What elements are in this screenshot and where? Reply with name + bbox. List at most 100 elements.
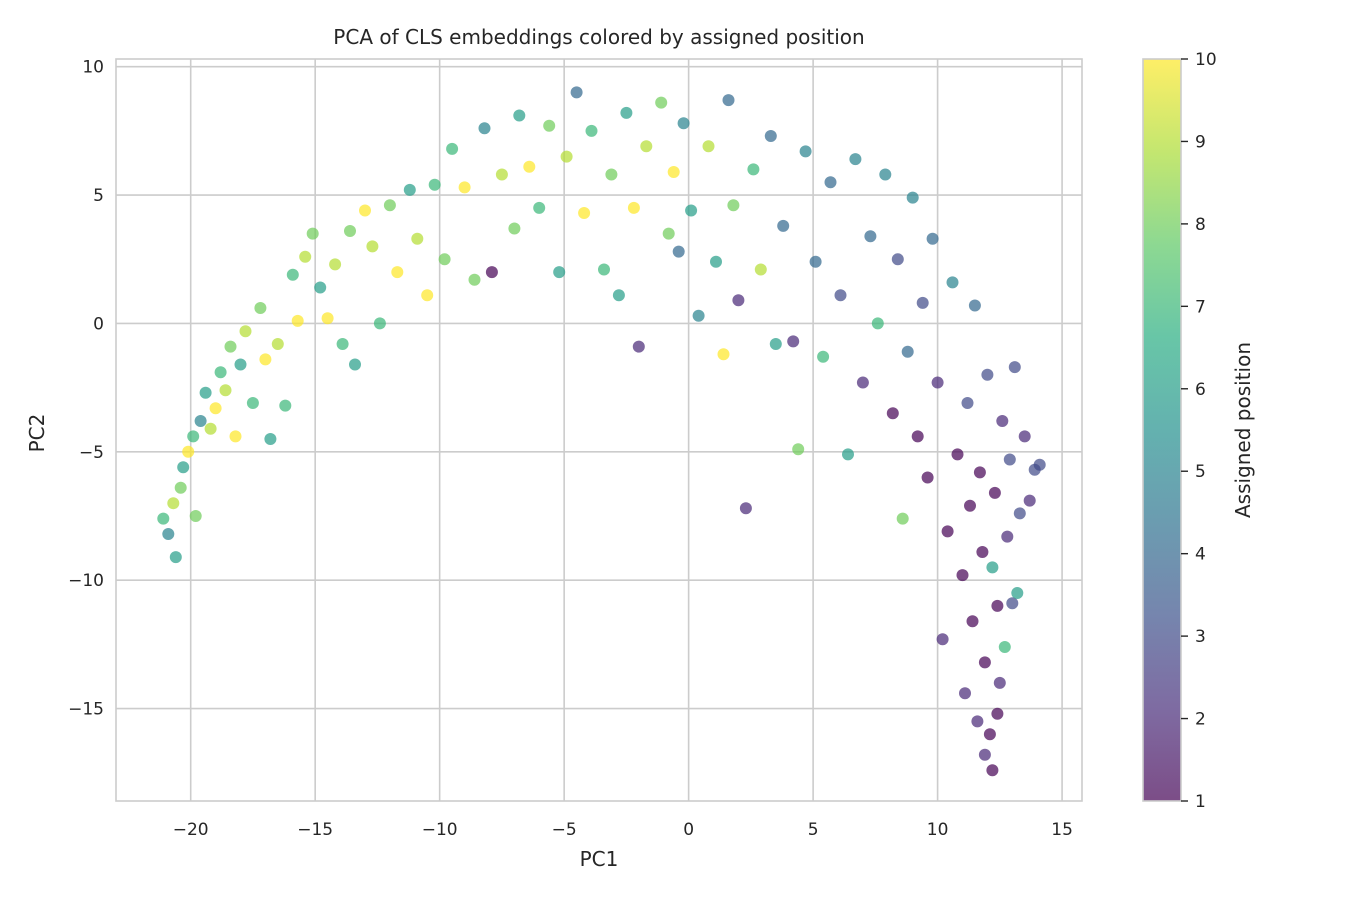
scatter-point — [959, 687, 971, 700]
scatter-point — [986, 764, 999, 777]
scatter-point — [951, 448, 964, 461]
scatter-point — [458, 181, 471, 194]
x-tick-label: 5 — [808, 820, 819, 840]
colorbar-tick-label: 3 — [1195, 627, 1206, 647]
scatter-point — [570, 86, 583, 99]
scatter-point — [194, 415, 207, 427]
scatter-point — [732, 294, 745, 307]
x-tick-label: −10 — [422, 820, 458, 840]
scatter-point — [271, 338, 284, 350]
scatter-point — [169, 551, 182, 564]
scatter-point — [981, 368, 994, 381]
scatter-point — [931, 376, 944, 389]
scatter-point — [306, 227, 319, 240]
x-tick-label: −20 — [173, 820, 209, 840]
scatter-point — [754, 263, 767, 276]
scatter-point — [936, 633, 949, 646]
scatter-point — [204, 422, 217, 435]
scatter-point — [739, 502, 752, 515]
scatter-point — [692, 309, 705, 322]
y-tick-label: −15 — [68, 700, 104, 720]
scatter-point — [996, 415, 1009, 427]
scatter-point — [978, 748, 991, 761]
x-tick-label: −15 — [297, 820, 333, 840]
plot-frame — [115, 58, 1083, 802]
scatter-point — [189, 510, 202, 522]
y-tick-label: −10 — [68, 571, 104, 591]
scatter-point — [344, 225, 356, 237]
scatter-point — [421, 289, 434, 302]
scatter-point — [849, 153, 862, 166]
scatter-point — [871, 317, 884, 330]
scatter-point — [864, 230, 877, 243]
scatter-point — [286, 268, 299, 281]
scatter-point — [1011, 587, 1024, 599]
scatter-point — [174, 481, 187, 494]
scatter-point — [605, 168, 618, 181]
scatter-point — [627, 201, 640, 214]
scatter-point — [961, 397, 974, 409]
scatter-point — [1023, 494, 1036, 507]
scatter-point — [926, 232, 939, 245]
scatter-point — [769, 338, 782, 350]
scatter-point — [993, 676, 1006, 689]
colorbar-tick-label: 7 — [1195, 297, 1206, 317]
scatter-point — [964, 499, 976, 512]
scatter-point — [162, 528, 175, 540]
scatter-point — [291, 314, 304, 327]
scatter-point — [612, 289, 625, 302]
scatter-point — [824, 176, 837, 189]
scatter-point — [585, 124, 598, 137]
scatter-point — [403, 183, 416, 196]
scatter-point — [916, 296, 929, 309]
scatter-point — [891, 253, 904, 266]
colorbar-tick-label: 5 — [1195, 462, 1206, 482]
scatter-point — [508, 222, 521, 235]
scatter-point — [468, 273, 481, 286]
scatter-point — [299, 250, 312, 263]
scatter-point — [702, 140, 715, 153]
colorbar-ticks: 1 2 3 4 5 6 7 8 9 10 — [1181, 50, 1217, 812]
scatter-point — [946, 276, 959, 289]
scatter-point — [896, 512, 909, 525]
scatter-point — [224, 340, 237, 353]
colorbar-tick-label: 8 — [1195, 215, 1206, 235]
scatter-point — [1003, 453, 1016, 466]
colorbar-tick-label: 9 — [1195, 132, 1206, 152]
scatter-point — [956, 569, 969, 582]
scatter-point — [632, 340, 645, 353]
scatter-point — [710, 255, 722, 268]
scatter-point — [187, 430, 200, 443]
scatter-point — [777, 219, 790, 232]
scatter-point — [672, 245, 685, 258]
x-tick-label: −5 — [552, 820, 577, 840]
scatter-point — [438, 253, 451, 266]
x-tick-labels: −20 −15 −10 −5 0 5 10 15 — [173, 820, 1073, 840]
scatter-point — [886, 407, 899, 420]
scatter-point — [620, 106, 633, 119]
chart-title: PCA of CLS embeddings colored by assigne… — [333, 25, 864, 49]
scatter-point — [373, 317, 386, 330]
scatter-point — [901, 345, 914, 358]
scatter-point — [722, 94, 735, 107]
scatter-point — [239, 325, 252, 338]
scatter-point — [167, 497, 180, 510]
scatter-point — [968, 299, 981, 312]
scatter-point — [834, 289, 847, 302]
scatter-point — [662, 227, 675, 240]
scatter-point — [978, 656, 991, 669]
scatter-point — [157, 512, 170, 525]
scatter-point — [1018, 430, 1031, 443]
scatter-point — [366, 240, 379, 253]
scatter-point — [727, 199, 740, 212]
scatter-point — [254, 302, 267, 314]
y-tick-labels: −15 −10 −5 0 5 10 — [68, 58, 104, 720]
scatter-point — [428, 178, 441, 191]
scatter-point — [446, 142, 459, 155]
scatter-point — [533, 201, 546, 214]
scatter-point — [655, 96, 668, 109]
colorbar-tick-label: 1 — [1195, 792, 1206, 812]
scatter-point — [677, 117, 690, 130]
colorbar: 1 2 3 4 5 6 7 8 9 10 Assigned position — [1142, 50, 1255, 812]
